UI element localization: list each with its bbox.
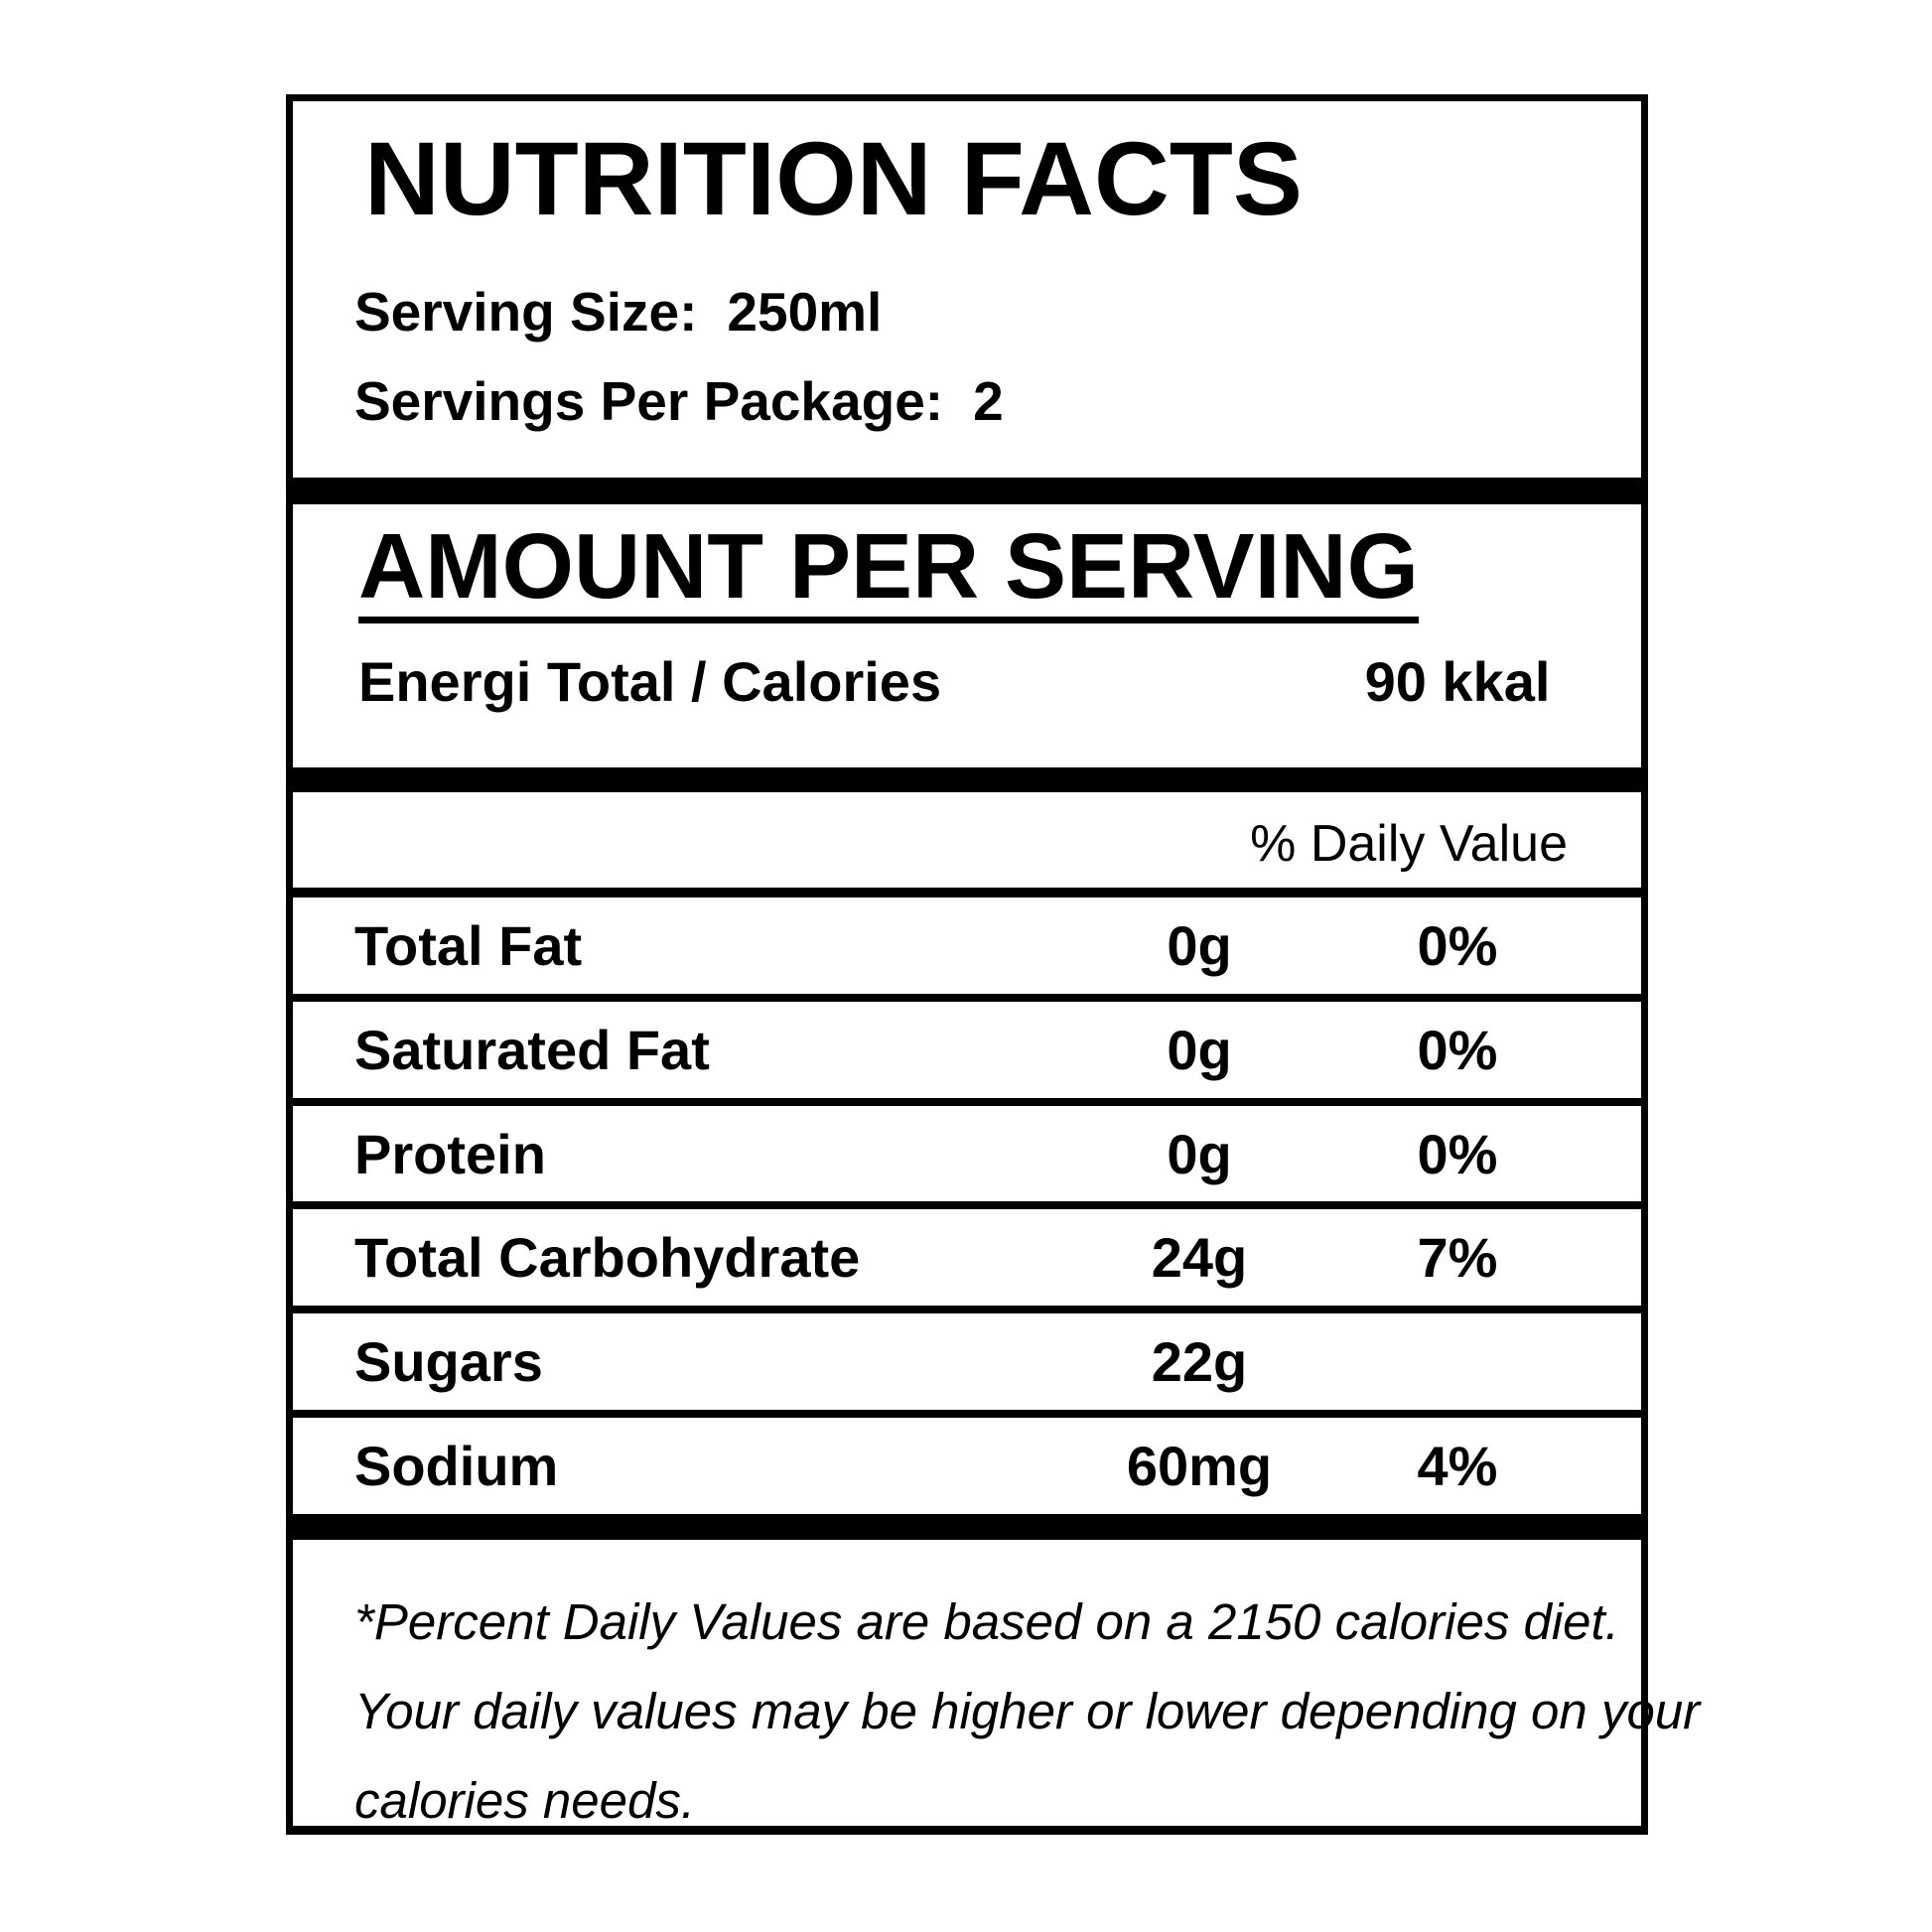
servings-per-package-row: Servings Per Package: 2	[354, 369, 1641, 433]
nutrient-row-protein: Protein 0g 0%	[293, 1106, 1641, 1202]
nutrient-amount: 60mg	[1126, 1435, 1273, 1498]
nutrient-row-saturated-fat: Saturated Fat 0g 0%	[293, 1002, 1641, 1098]
table-header-rule	[293, 887, 1641, 897]
amount-per-serving-heading: AMOUNT PER SERVING	[358, 520, 1419, 624]
nutrient-percent: 7%	[1417, 1226, 1498, 1290]
nutrient-percent: 0%	[1417, 1018, 1498, 1081]
nutrient-percent: 0%	[1417, 1122, 1498, 1185]
nutrient-name: Total Fat	[354, 913, 583, 977]
amount-per-serving-section: AMOUNT PER SERVING Energi Total / Calori…	[293, 504, 1641, 767]
nutrient-amount: 24g	[1151, 1226, 1248, 1290]
nutrition-facts-label: NUTRITION FACTS Serving Size: 250ml Servi…	[286, 94, 1701, 1835]
serving-size-value: 250ml	[727, 281, 883, 344]
row-separator	[293, 1201, 1641, 1210]
footnote-line: Your daily values may be higher or lower…	[354, 1683, 1701, 1740]
nutrient-row-sugars: Sugars 22g	[293, 1313, 1641, 1410]
nutrient-percent: 0%	[1417, 913, 1498, 977]
nutrient-row-total-carbohydrate: Total Carbohydrate 24g 7%	[293, 1209, 1641, 1306]
footnote-line: calories needs.	[354, 1772, 696, 1830]
nutrient-amount: 0g	[1167, 1018, 1232, 1081]
daily-value-header: % Daily Value	[1250, 814, 1568, 873]
nutrient-name: Total Carbohydrate	[354, 1226, 861, 1290]
row-separator	[293, 1410, 1641, 1419]
footnote-section: *Percent Daily Values are based on a 215…	[293, 1540, 1701, 1829]
nutrient-name: Sugars	[354, 1330, 543, 1394]
row-separator	[293, 1097, 1641, 1106]
nutrient-row-sodium: Sodium 60mg 4%	[293, 1418, 1641, 1514]
nutrient-amount: 22g	[1151, 1330, 1248, 1394]
servings-per-package-label: Servings Per Package:	[354, 370, 944, 433]
row-separator	[293, 993, 1641, 1002]
nutrient-name: Sodium	[354, 1435, 559, 1498]
row-separator	[293, 1306, 1641, 1314]
energy-label: Energi Total / Calories	[358, 650, 942, 714]
header-section: NUTRITION FACTS Serving Size: 250ml Servi…	[293, 101, 1641, 478]
section-divider-bar	[293, 478, 1641, 505]
section-divider-bar	[293, 767, 1641, 793]
energy-value: 90 kkal	[1364, 650, 1551, 714]
nutrient-name: Saturated Fat	[354, 1018, 710, 1081]
serving-size-row: Serving Size: 250ml	[354, 280, 1641, 344]
nutrient-row-total-fat: Total Fat 0g 0%	[293, 897, 1641, 994]
nutrient-name: Protein	[354, 1122, 546, 1185]
section-divider-bar	[293, 1514, 1641, 1541]
servings-per-package-value: 2	[973, 370, 1004, 433]
energy-row: Energi Total / Calories 90 kkal	[293, 649, 1641, 714]
table-header-row: % Daily Value	[293, 792, 1641, 888]
label-title: NUTRITION FACTS	[364, 121, 1303, 237]
nutrient-amount: 0g	[1167, 913, 1232, 977]
nutrient-amount: 0g	[1167, 1122, 1232, 1185]
nutrient-percent: 4%	[1417, 1435, 1498, 1498]
serving-size-label: Serving Size:	[354, 281, 698, 344]
footnote-line: *Percent Daily Values are based on a 215…	[354, 1593, 1619, 1651]
